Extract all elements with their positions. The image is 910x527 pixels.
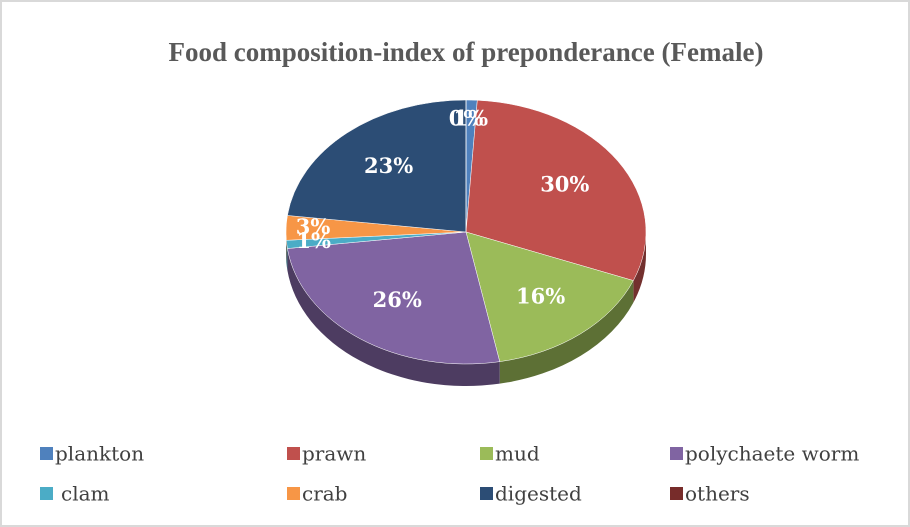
legend-label: digested	[495, 482, 582, 506]
data-label: 30%	[540, 172, 589, 197]
legend-label: clam	[61, 482, 110, 506]
slice-side	[499, 280, 634, 384]
chart-title: Food composition-index of preponderance …	[169, 37, 764, 67]
legend-swatch	[40, 487, 53, 500]
legend-swatch	[40, 447, 53, 460]
data-label: 1%	[454, 105, 489, 130]
data-label: 0%	[449, 105, 484, 130]
slice	[287, 231, 501, 365]
data-label: 23%	[364, 153, 413, 178]
slice-side	[287, 248, 500, 387]
slice	[287, 99, 467, 233]
legend-swatch	[670, 487, 683, 500]
legend-label: polychaete worm	[685, 442, 859, 466]
legend-label: plankton	[55, 442, 144, 466]
legend-swatch	[480, 447, 493, 460]
legend-swatch	[670, 447, 683, 460]
data-label: 26%	[373, 287, 422, 312]
data-label: 16%	[516, 284, 565, 309]
legend-label: mud	[495, 442, 540, 466]
slice	[465, 99, 647, 281]
legend-swatch	[287, 487, 300, 500]
legend-label: prawn	[302, 442, 366, 466]
data-label: 1%	[296, 228, 331, 253]
legend-label: others	[685, 482, 750, 506]
legend-label: crab	[302, 482, 348, 506]
legend-swatch	[480, 487, 493, 500]
legend-swatch	[287, 447, 300, 460]
data-label: 3%	[296, 214, 331, 239]
slice	[465, 231, 634, 362]
